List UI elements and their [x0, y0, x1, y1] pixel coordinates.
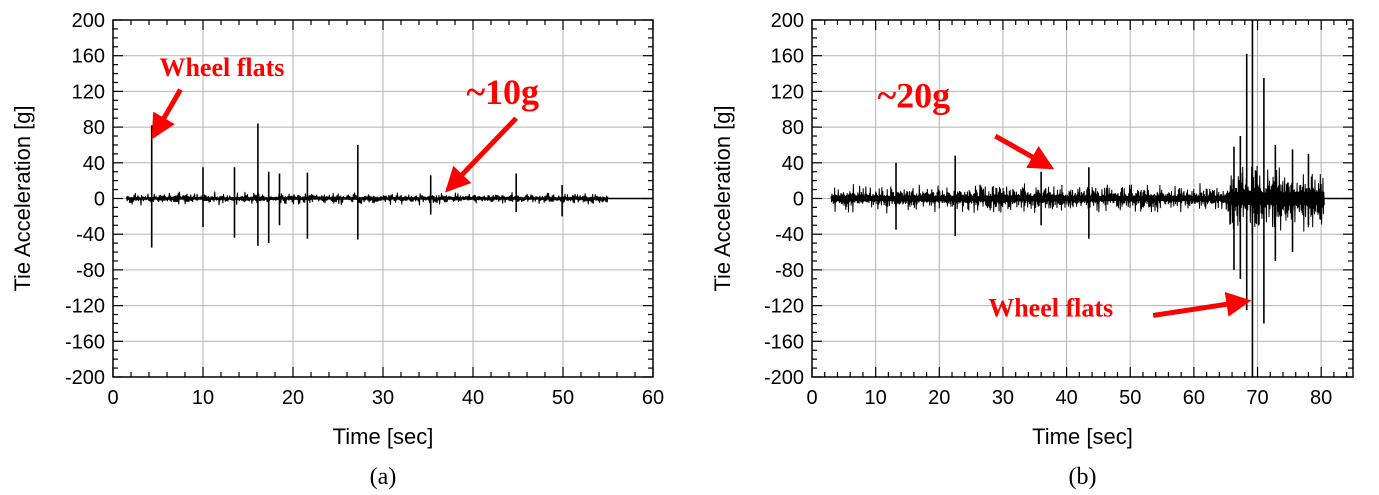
annotation-arrow: [1152, 291, 1252, 318]
y-axis-title: Tie Acceleration [g]: [10, 105, 35, 291]
y-tick-label: 120: [72, 81, 105, 103]
y-tick-label: -120: [65, 296, 105, 318]
y-tick-label: 200: [771, 10, 804, 32]
x-tick-label: 40: [462, 387, 484, 409]
y-axis-title: Tie Acceleration [g]: [710, 105, 735, 291]
x-tick-label: 20: [928, 387, 950, 409]
y-tick-label: 160: [771, 46, 804, 68]
y-tick-label: -200: [65, 367, 105, 389]
y-tick-label: 160: [72, 46, 105, 68]
y-tick-label: 0: [793, 189, 804, 211]
y-tick-label: -80: [76, 260, 105, 282]
y-tick-label: 0: [94, 189, 105, 211]
y-tick-label: -40: [775, 224, 804, 246]
y-tick-label: 80: [782, 117, 804, 139]
annotation-label: Wheel flats: [159, 53, 284, 82]
x-axis-title: Time [sec]: [333, 424, 434, 449]
x-tick-label: 0: [107, 387, 118, 409]
y-tick-label: -160: [65, 331, 105, 353]
panel-label: (a): [370, 464, 397, 490]
annotation-label: ~20g: [877, 75, 950, 115]
annotation-label: ~10g: [466, 72, 539, 112]
y-tick-label: 40: [83, 153, 105, 175]
annotation-arrow: [151, 88, 183, 140]
x-tick-label: 40: [1055, 387, 1077, 409]
x-tick-label: 70: [1246, 387, 1268, 409]
x-tick-label: 50: [1119, 387, 1141, 409]
plot-frame: [811, 19, 1354, 378]
acceleration-trace: [830, 166, 1325, 235]
annotation-arrow: [445, 116, 519, 193]
x-tick-label: 80: [1310, 387, 1332, 409]
y-tick-label: 80: [83, 117, 105, 139]
y-tick-label: 40: [782, 153, 804, 175]
plot-frame: [112, 19, 654, 378]
y-tick-label: 120: [771, 81, 804, 103]
y-tick-label: -40: [76, 224, 105, 246]
x-tick-label: 60: [642, 387, 664, 409]
x-tick-label: 20: [282, 387, 304, 409]
y-tick-label: 200: [72, 10, 105, 32]
y-tick-label: -120: [764, 296, 804, 318]
x-tick-label: 50: [552, 387, 574, 409]
x-tick-label: 10: [865, 387, 887, 409]
annotation-label: Wheel flats: [988, 293, 1113, 322]
y-tick-label: -80: [775, 260, 804, 282]
acceleration-trace: [126, 191, 609, 206]
panel-label: (b): [1069, 464, 1097, 490]
x-tick-label: 30: [992, 387, 1014, 409]
x-axis-title: Time [sec]: [1032, 424, 1133, 449]
y-tick-label: -200: [764, 367, 804, 389]
y-tick-label: -160: [764, 331, 804, 353]
x-tick-label: 10: [192, 387, 214, 409]
annotation-arrow: [994, 133, 1055, 170]
x-tick-label: 60: [1183, 387, 1205, 409]
x-tick-label: 30: [372, 387, 394, 409]
x-tick-label: 0: [806, 387, 817, 409]
